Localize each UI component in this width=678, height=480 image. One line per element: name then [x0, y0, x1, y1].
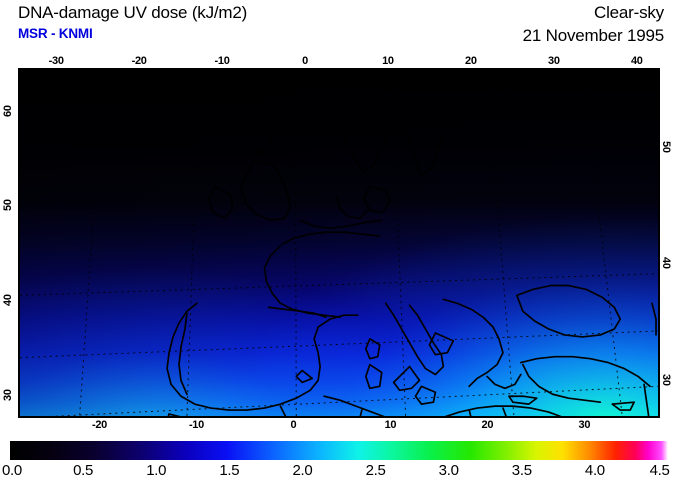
axis-tick-label: 10 [384, 419, 397, 431]
uv-dose-heatmap [20, 70, 658, 416]
axis-tick-label: 30 [578, 419, 591, 431]
colorbar-tick-label: 3.5 [511, 462, 532, 479]
organization-label: MSR - KNMI [18, 26, 93, 41]
dose-field [20, 70, 658, 416]
axis-tick-label: -30 [48, 55, 64, 67]
graticule [20, 70, 658, 416]
axis-top: -30 -20 -10 0 10 20 30 40 [18, 52, 660, 67]
page-title: DNA-damage UV dose (kJ/m2) [18, 3, 248, 22]
colorbar-gradient [10, 441, 668, 460]
axis-tick-label: -10 [188, 419, 204, 431]
map-plot-area [18, 68, 660, 418]
axis-tick-label: 50 [660, 140, 672, 153]
axis-tick-label: 50 [2, 199, 14, 212]
colorbar-tick-label: 2.0 [292, 462, 313, 479]
colorbar-tick-label: 2.5 [365, 462, 386, 479]
axis-tick-label: 60 [2, 105, 14, 117]
axis-tick-label: 20 [465, 55, 477, 67]
axis-left: 60 50 40 30 [0, 68, 18, 418]
axis-tick-label: 40 [660, 257, 672, 269]
colorbar-tick-label: 0.0 [2, 462, 22, 479]
colorbar-tick-labels: 0.0 0.5 1.0 1.5 2.0 2.5 3.0 3.5 4.0 4.5 [2, 462, 670, 480]
colorbar-tick-label: 4.0 [584, 462, 605, 479]
header: DNA-damage UV dose (kJ/m2) MSR - KNMI Cl… [0, 0, 678, 56]
axis-tick-label: 30 [2, 388, 14, 401]
axis-tick-label: 40 [630, 55, 643, 67]
axis-bottom: -20 -10 0 10 20 30 [18, 419, 660, 435]
axis-tick-label: -20 [91, 419, 107, 431]
colorbar-tick-label: 0.5 [73, 462, 94, 479]
axis-right: 50 40 30 [660, 68, 678, 418]
axis-tick-label: 30 [548, 55, 560, 67]
axis-tick-label: -10 [214, 55, 230, 67]
colorbar: 0.0 0.5 1.0 1.5 2.0 2.5 3.0 3.5 4.0 4.5 [2, 441, 670, 480]
axis-tick-label: 0 [302, 55, 308, 67]
axis-tick-label: 10 [382, 55, 394, 67]
axis-tick-label: 20 [481, 419, 494, 431]
axis-tick-label: 0 [290, 419, 297, 431]
colorbar-tick-label: 1.0 [146, 462, 167, 479]
sky-condition-label: Clear-sky [594, 3, 664, 22]
axis-tick-label: -20 [131, 55, 147, 67]
colorbar-tick-label: 3.0 [438, 462, 459, 479]
axis-tick-label: 30 [660, 374, 672, 386]
date-label: 21 November 1995 [522, 26, 665, 45]
axis-tick-label: 40 [2, 294, 14, 306]
colorbar-tick-label: 4.5 [649, 462, 670, 479]
coastlines [166, 126, 657, 416]
colorbar-tick-label: 1.5 [219, 462, 240, 479]
